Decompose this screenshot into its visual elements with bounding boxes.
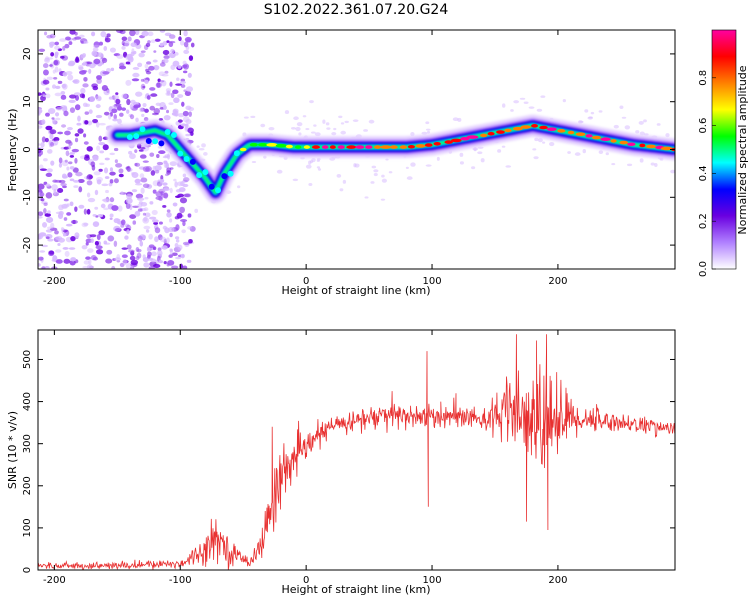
spectrogram-xtick-label: 200 bbox=[548, 276, 567, 287]
colorbar-tick-label: 0.6 bbox=[698, 118, 709, 134]
colorbar-gradient bbox=[712, 30, 736, 269]
spectrogram-ylabel: Frequency (Hz) bbox=[6, 109, 19, 192]
colorbar-tick-label: 0.2 bbox=[698, 213, 709, 229]
colorbar-tick-label: 0.0 bbox=[698, 261, 709, 277]
snr-series-line bbox=[38, 334, 675, 570]
figure-title: S102.2022.361.07.20.G24 bbox=[264, 2, 449, 18]
snr-xtick-label: 200 bbox=[548, 575, 567, 586]
spectrogram-ytick-label: -20 bbox=[22, 237, 33, 253]
snr-axes: -200 -100 0 100 200 0 100 200 300 400 500 bbox=[22, 330, 675, 586]
snr-xtick-label: -100 bbox=[169, 575, 192, 586]
spectrogram-ytick-label: 0 bbox=[22, 146, 33, 152]
snr-xtick-label: 0 bbox=[303, 575, 309, 586]
snr-xlabel: Height of straight line (km) bbox=[281, 583, 430, 596]
colorbar-label: Normalized spectral amplitude bbox=[736, 65, 749, 234]
spectrogram-ytick-label: -10 bbox=[22, 189, 33, 205]
snr-ytick-label: 400 bbox=[22, 392, 33, 411]
spectrogram-ytick-label: 20 bbox=[22, 48, 33, 61]
spectrogram-xtick-label: -200 bbox=[43, 276, 66, 287]
snr-ytick-label: 300 bbox=[22, 434, 33, 453]
spectrogram-ytick-label: 10 bbox=[22, 95, 33, 108]
snr-ytick-label: 100 bbox=[22, 518, 33, 537]
colorbar-tick-label: 0.4 bbox=[698, 165, 709, 181]
snr-ytick-label: 0 bbox=[22, 567, 33, 573]
spectrogram-xlabel: Height of straight line (km) bbox=[281, 284, 430, 297]
spectrogram-xtick-label: 100 bbox=[422, 276, 441, 287]
spectrogram-xtick-label: 0 bbox=[303, 276, 309, 287]
snr-plot-area bbox=[38, 330, 675, 570]
snr-panel: -200 -100 0 100 200 0 100 200 300 400 500 Height o… bbox=[6, 329, 676, 596]
colorbar-tick-label: 0.8 bbox=[698, 70, 709, 86]
snr-frame bbox=[37, 329, 676, 571]
snr-ytick-label: 200 bbox=[22, 476, 33, 495]
colorbar: 0.0 0.2 0.4 0.6 0.8 Normalized spectral ampl… bbox=[698, 29, 749, 277]
snr-ytick-label: 500 bbox=[22, 350, 33, 369]
colorbar-frame bbox=[711, 29, 737, 270]
spectrogram-heatmap bbox=[38, 30, 675, 269]
snr-xtick-label: 100 bbox=[422, 575, 441, 586]
snr-ylabel: SNR (10 * v/v) bbox=[6, 411, 19, 489]
spectrogram-xtick-label: -100 bbox=[169, 276, 192, 287]
snr-xtick-label: -200 bbox=[43, 575, 66, 586]
colorbar-ticks: 0.0 0.2 0.4 0.6 0.8 bbox=[698, 70, 716, 277]
